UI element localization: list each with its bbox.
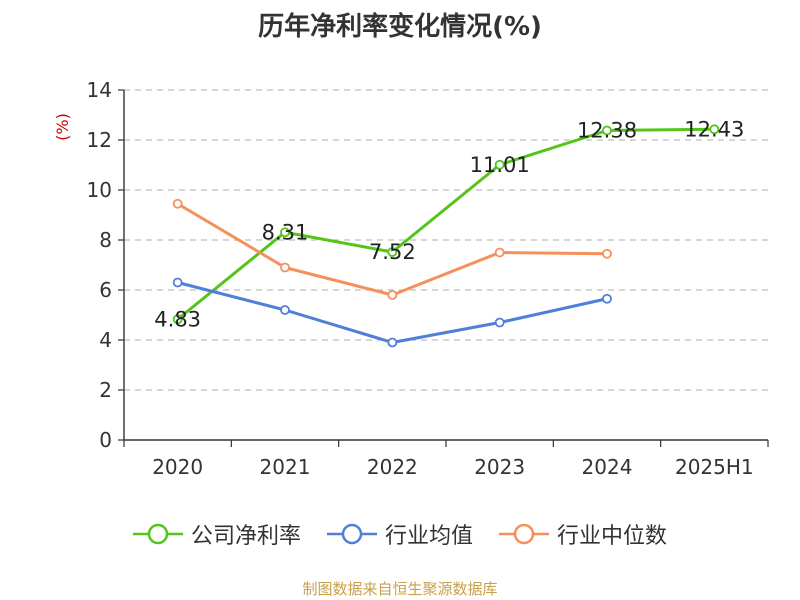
- data-point: [387, 337, 398, 348]
- data-point: [280, 305, 290, 315]
- x-tick-label: 2022: [367, 455, 418, 479]
- x-tick-label: 2024: [582, 455, 633, 479]
- y-tick-label: 10: [87, 178, 112, 202]
- y-axis-label: (%): [53, 113, 72, 141]
- data-point: [494, 159, 505, 170]
- data-point: [709, 124, 720, 135]
- legend-swatch-icon: [132, 523, 183, 545]
- y-tick-label: 14: [87, 78, 112, 102]
- data-point: [387, 290, 398, 300]
- data-point: [280, 262, 290, 273]
- chart-title: 历年净利率变化情况(%): [258, 12, 542, 42]
- data-point: [602, 293, 612, 304]
- legend-swatch-icon: [499, 523, 549, 545]
- axes: 0 2 4 6 8 10 12 14 2020 2021 2022 2023 2024 2025H1: [87, 78, 769, 479]
- data-point: [602, 125, 612, 136]
- data-point: [172, 198, 183, 209]
- data-label: 12.43: [684, 117, 744, 141]
- y-tick-label: 6: [99, 278, 112, 302]
- data-point: [172, 314, 183, 325]
- data-point: [172, 277, 183, 288]
- legend-label: 公司净利率: [190, 524, 301, 549]
- chart-legend: 公司净利率 行业均值 行业中位数: [0, 518, 800, 550]
- data-point: [494, 317, 505, 328]
- data-point: [602, 248, 612, 259]
- legend-item[interactable]: 行业均值: [326, 518, 473, 550]
- y-tick-label: 8: [99, 228, 112, 252]
- x-tick-label: 2021: [260, 455, 311, 479]
- grid-lines: [124, 89, 768, 391]
- legend-label: 行业均值: [384, 524, 473, 549]
- legend-item[interactable]: 行业中位数: [499, 518, 667, 550]
- data-label: 12.38: [577, 119, 637, 143]
- data-point: [494, 247, 505, 258]
- y-tick-label: 4: [99, 328, 112, 352]
- series-line: [176, 127, 715, 321]
- x-tick-label: 2025H1: [675, 455, 754, 479]
- legend-item[interactable]: 公司净利率: [132, 518, 301, 550]
- data-point: [387, 247, 398, 257]
- data-label: 8.31: [262, 220, 309, 244]
- data-point: [280, 227, 290, 238]
- source-note: 制图数据来自恒生聚源数据库: [302, 580, 498, 598]
- x-tick-label: 2020: [152, 455, 203, 479]
- data-label: 4.83: [154, 307, 201, 331]
- legend-label: 行业中位数: [557, 524, 668, 549]
- series-lines: [172, 124, 720, 348]
- data-label: 7.52: [369, 240, 416, 264]
- data-labels: 4.83 8.31 7.52 11.01 12.38 12.43: [154, 117, 744, 331]
- y-tick-label: 0: [99, 428, 112, 452]
- legend-swatch-icon: [326, 523, 377, 545]
- y-tick-label: 12: [87, 128, 112, 152]
- x-tick-label: 2023: [474, 455, 525, 479]
- y-tick-label: 2: [99, 378, 112, 402]
- data-label: 11.01: [470, 153, 530, 177]
